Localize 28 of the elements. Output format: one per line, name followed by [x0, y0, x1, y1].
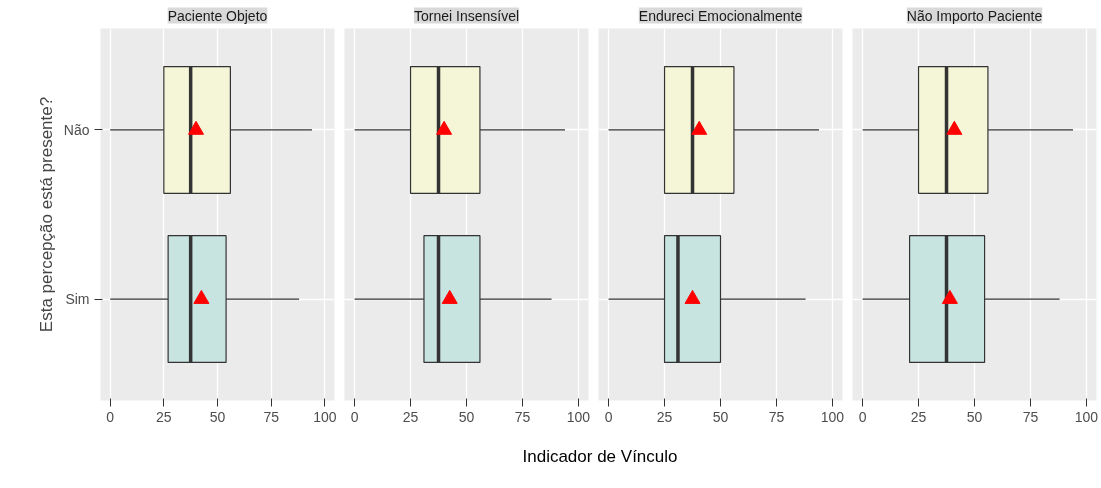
chart-title: Tornei Insensível [413, 7, 520, 24]
x-tick-label: 25 [656, 408, 673, 425]
x-axis-title: Indicador de Vínculo [522, 446, 678, 468]
x-tick-label: 50 [209, 408, 226, 425]
x-tick-label: 25 [156, 408, 172, 425]
y-tick-label: Não [63, 121, 90, 138]
x-tick-label: 50 [712, 408, 729, 425]
x-tick-label: 100 [566, 408, 591, 425]
chart-title: Endureci Emocionalmente [638, 7, 803, 24]
x-tick-label: 50 [458, 408, 475, 425]
y-tick-label: Sim [65, 291, 90, 308]
chart-title: Não Importo Paciente [906, 7, 1043, 24]
x-tick-label: 0 [106, 408, 115, 425]
chart-title: Paciente Objeto [167, 7, 268, 24]
x-tick-label: 100 [820, 408, 845, 425]
x-tick-label: 0 [604, 408, 613, 425]
x-tick-label: 25 [402, 408, 419, 425]
x-tick-label: 0 [858, 408, 867, 425]
x-tick-label: 25 [910, 408, 927, 425]
x-tick-label: 100 [1074, 408, 1099, 425]
x-tick-label: 100 [313, 408, 337, 425]
x-tick-label: 75 [514, 408, 531, 425]
y-axis-title: Esta percepção está presente? [36, 96, 56, 333]
x-tick-label: 0 [350, 408, 359, 425]
x-tick-label: 75 [768, 408, 785, 425]
x-tick-label: 50 [966, 408, 983, 425]
x-tick-label: 75 [263, 408, 280, 425]
x-tick-label: 75 [1022, 408, 1039, 425]
